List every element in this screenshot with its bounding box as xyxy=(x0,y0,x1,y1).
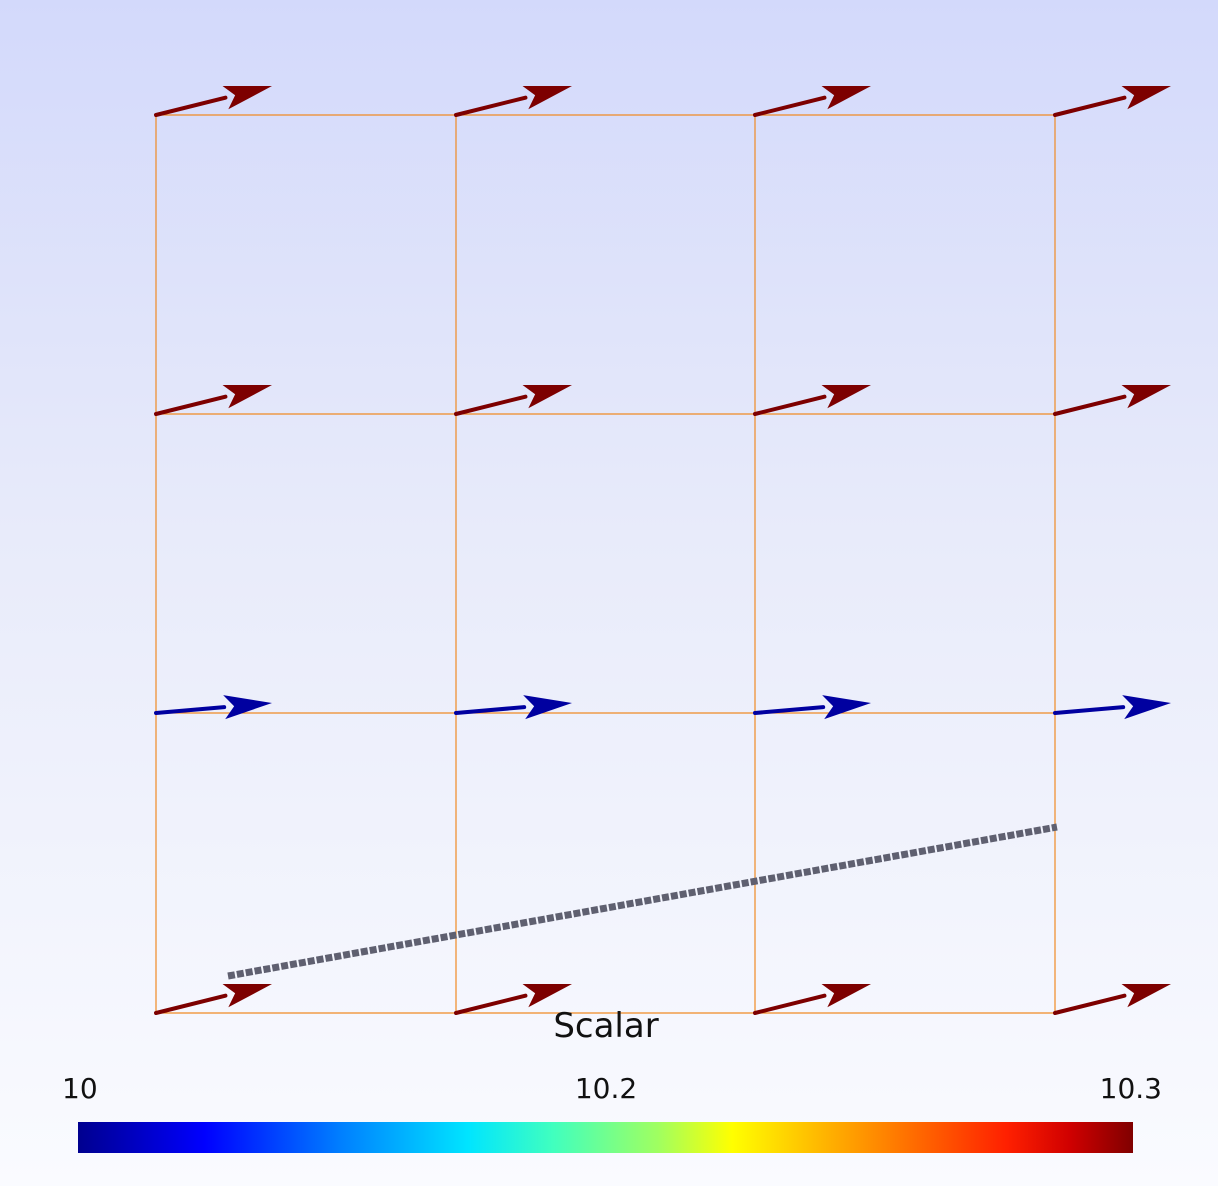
dashed-probe-line xyxy=(227,823,1058,980)
arrow-head xyxy=(1121,385,1171,409)
colorbar-title: Scalar xyxy=(553,1006,659,1046)
arrow-head xyxy=(522,984,572,1008)
arrow-shaft xyxy=(154,95,228,117)
arrow-head xyxy=(821,385,871,409)
probe-line xyxy=(227,823,1058,980)
arrow-shaft xyxy=(454,95,528,117)
colorbar-mid-label: 10.2 xyxy=(574,1072,638,1105)
vector-arrow xyxy=(1053,695,1171,720)
vector-arrow xyxy=(154,984,272,1015)
vector-arrow xyxy=(154,385,272,416)
arrow-shaft xyxy=(154,705,227,715)
arrow-head xyxy=(223,695,272,720)
arrow-shaft xyxy=(1053,993,1127,1015)
vector-glyphs xyxy=(154,86,1171,1015)
arrow-shaft xyxy=(454,993,528,1015)
arrow-shaft xyxy=(753,705,826,715)
grid-wireframe xyxy=(155,114,1056,1014)
arrow-head xyxy=(222,385,272,409)
vector-arrow xyxy=(154,695,272,720)
vector-arrow xyxy=(753,984,871,1015)
arrow-shaft xyxy=(154,394,228,416)
vector-arrow xyxy=(154,86,272,117)
arrow-head xyxy=(222,86,272,110)
vector-arrow xyxy=(1053,385,1171,416)
arrow-shaft xyxy=(1053,95,1127,117)
arrow-shaft xyxy=(1053,394,1127,416)
colorbar-max-label: 10.3 xyxy=(1099,1072,1162,1105)
vector-arrow xyxy=(753,695,871,720)
arrow-head xyxy=(1121,86,1171,110)
arrow-head xyxy=(523,695,572,720)
vector-arrow xyxy=(454,984,572,1015)
arrow-head xyxy=(1122,695,1171,720)
arrow-head xyxy=(1121,984,1171,1008)
arrow-head xyxy=(822,695,871,720)
arrow-head xyxy=(821,984,871,1008)
vector-arrow xyxy=(753,86,871,117)
colorbar-min-label: 10 xyxy=(62,1072,98,1105)
arrow-shaft xyxy=(154,993,228,1015)
colorbar-gradient xyxy=(78,1122,1133,1153)
vector-arrow xyxy=(1053,86,1171,117)
vector-arrow xyxy=(1053,984,1171,1015)
vector-arrow xyxy=(753,385,871,416)
arrow-head xyxy=(821,86,871,110)
arrow-head xyxy=(222,984,272,1008)
arrow-shaft xyxy=(454,705,527,715)
arrow-shaft xyxy=(753,394,827,416)
arrow-head xyxy=(522,385,572,409)
arrow-shaft xyxy=(753,95,827,117)
arrow-head xyxy=(522,86,572,110)
vector-arrow xyxy=(454,86,572,117)
vector-arrow xyxy=(454,695,572,720)
arrow-shaft xyxy=(753,993,827,1015)
vector-arrow xyxy=(454,385,572,416)
arrow-shaft xyxy=(454,394,528,416)
arrow-shaft xyxy=(1053,705,1126,715)
